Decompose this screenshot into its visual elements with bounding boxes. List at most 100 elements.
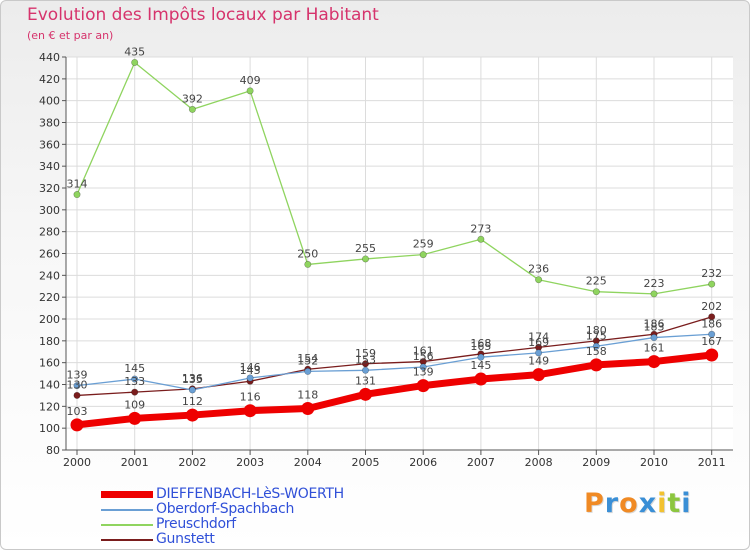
legend-label-gunstett: Gunstett: [156, 531, 215, 547]
y-tick-label: 260: [39, 248, 60, 261]
data-label-oberdorf: 156: [413, 350, 434, 363]
data-label-oberdorf: 135: [182, 373, 203, 386]
data-point-preuschdorf: [131, 58, 139, 66]
data-label-dieffenbach: 118: [297, 389, 318, 402]
logo-letter: t: [667, 488, 682, 519]
y-tick-label: 100: [39, 422, 60, 435]
logo-letter: r: [604, 488, 620, 519]
legend-item-dieffenbach: DIEFFENBACH-LèS-WOERTH: [101, 486, 401, 502]
data-label-dieffenbach: 145: [470, 359, 491, 372]
data-point-preuschdorf: [304, 260, 312, 268]
data-label-oberdorf: 145: [124, 362, 145, 375]
data-label-gunstett: 143: [240, 364, 261, 377]
data-label-dieffenbach: 131: [355, 374, 376, 387]
data-label-dieffenbach: 149: [528, 355, 549, 368]
legend-label-dieffenbach: DIEFFENBACH-LèS-WOERTH: [156, 486, 344, 502]
data-label-oberdorf: 152: [297, 354, 318, 367]
data-label-gunstett: 159: [355, 347, 376, 360]
data-label-oberdorf: 169: [528, 336, 549, 349]
data-point-oberdorf: [73, 382, 81, 390]
x-tick-label: 2004: [294, 456, 322, 469]
data-point-preuschdorf: [73, 191, 81, 199]
data-point-preuschdorf: [188, 105, 196, 113]
series-line-preuschdorf: [76, 61, 713, 295]
data-point-gunstett: [708, 313, 716, 321]
x-tick-label: 2007: [467, 456, 495, 469]
data-label-preuschdorf: 232: [701, 267, 722, 280]
x-tick-label: 2008: [525, 456, 553, 469]
data-point-oberdorf: [304, 367, 312, 375]
data-point-dieffenbach: [416, 379, 430, 393]
x-tick-label: 2001: [121, 456, 149, 469]
data-label-preuschdorf: 255: [355, 242, 376, 255]
data-point-dieffenbach: [359, 387, 372, 401]
data-label-oberdorf: 165: [470, 340, 491, 353]
data-point-dieffenbach: [301, 402, 315, 416]
data-label-oberdorf: 139: [67, 369, 88, 382]
data-point-dieffenbach: [647, 355, 661, 369]
x-tick-label: 2009: [582, 456, 610, 469]
chart-title: Evolution des Impôts locaux par Habitant: [27, 5, 379, 25]
x-tick-label: 2000: [63, 456, 91, 469]
y-tick-label: 80: [46, 444, 60, 457]
data-point-oberdorf: [592, 342, 600, 350]
data-point-gunstett: [361, 360, 369, 368]
data-point-oberdorf: [535, 349, 543, 357]
data-label-dieffenbach: 161: [644, 342, 665, 355]
data-label-gunstett: 174: [528, 330, 549, 343]
data-label-dieffenbach: 139: [413, 366, 434, 379]
x-tick-label: 2011: [698, 456, 726, 469]
data-label-dieffenbach: 167: [701, 335, 722, 348]
data-point-dieffenbach: [185, 408, 199, 422]
series-line-gunstett: [76, 316, 713, 397]
y-tick-label: 140: [39, 379, 60, 392]
data-point-preuschdorf: [708, 280, 716, 288]
logo-letter: i: [681, 488, 692, 519]
y-tick-label: 380: [39, 117, 60, 130]
logo-letter: o: [619, 488, 639, 519]
legend-item-oberdorf: Oberdorf-Spachbach: [101, 501, 401, 517]
data-label-oberdorf: 186: [701, 317, 722, 330]
x-tick-label: 2005: [352, 456, 380, 469]
y-tick-label: 320: [39, 182, 60, 195]
data-label-preuschdorf: 225: [586, 275, 607, 288]
y-tick-label: 300: [39, 204, 60, 217]
data-point-oberdorf: [246, 374, 254, 382]
y-tick-label: 160: [39, 357, 60, 370]
data-point-preuschdorf: [592, 288, 600, 296]
data-label-oberdorf: 183: [644, 321, 665, 334]
legend-label-preuschdorf: Preuschdorf: [156, 516, 236, 532]
data-point-gunstett: [131, 388, 139, 396]
series-line-oberdorf: [76, 333, 713, 391]
data-label-dieffenbach: 158: [586, 345, 607, 358]
data-point-dieffenbach: [243, 404, 257, 418]
data-label-preuschdorf: 435: [124, 45, 145, 58]
data-point-dieffenbach: [532, 368, 546, 382]
y-tick-label: 420: [39, 73, 60, 86]
data-label-preuschdorf: 273: [470, 222, 491, 235]
data-point-oberdorf: [477, 353, 485, 361]
legend-swatch-oberdorf: [101, 509, 153, 511]
data-label-preuschdorf: 250: [297, 247, 318, 260]
data-point-dieffenbach: [589, 358, 603, 372]
x-tick-label: 2003: [236, 456, 264, 469]
data-point-preuschdorf: [246, 87, 254, 95]
y-tick-label: 200: [39, 313, 60, 326]
data-point-preuschdorf: [361, 255, 369, 263]
logo-letter: P: [584, 488, 605, 519]
data-point-dieffenbach: [705, 348, 719, 362]
logo-letter: x: [638, 488, 658, 519]
data-label-gunstett: 168: [470, 337, 491, 350]
chart-subtitle: (en € et par an): [27, 29, 114, 42]
data-point-dieffenbach: [70, 418, 84, 432]
y-tick-label: 220: [39, 291, 60, 304]
legend-swatch-gunstett: [101, 539, 153, 541]
y-tick-label: 280: [39, 226, 60, 239]
data-label-dieffenbach: 116: [240, 391, 261, 404]
data-point-preuschdorf: [650, 290, 658, 298]
y-tick-label: 240: [39, 269, 60, 282]
data-point-dieffenbach: [128, 411, 142, 425]
data-point-preuschdorf: [535, 276, 543, 284]
